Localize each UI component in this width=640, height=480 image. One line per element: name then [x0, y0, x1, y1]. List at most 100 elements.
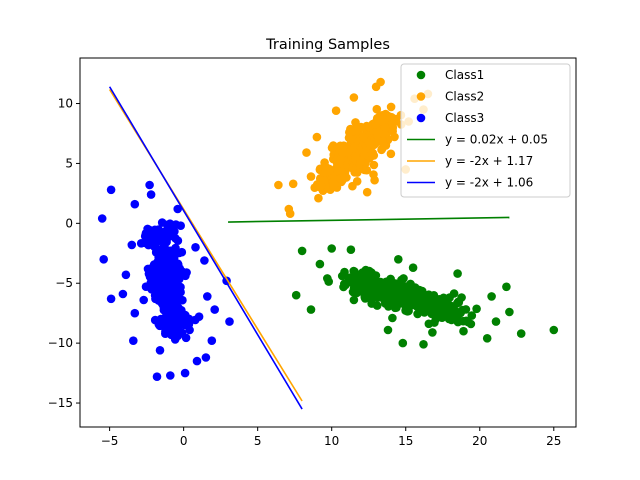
point-class1 — [383, 325, 393, 335]
line-1 — [228, 216, 510, 223]
point-class1 — [445, 293, 454, 302]
point-class1 — [442, 310, 452, 319]
point-class3 — [163, 296, 172, 306]
point-class1 — [346, 245, 356, 254]
point-class1 — [419, 340, 428, 349]
point-class1 — [467, 311, 477, 320]
legend-label: Class2 — [445, 90, 484, 104]
point-class2 — [327, 143, 337, 153]
point-class3 — [167, 307, 177, 317]
point-class3 — [106, 185, 116, 195]
point-class3 — [127, 240, 137, 250]
point-class1 — [453, 269, 462, 278]
point-class3 — [173, 204, 182, 214]
legend-label: Class1 — [445, 68, 484, 82]
point-class2 — [343, 148, 353, 157]
point-class2 — [352, 123, 361, 133]
point-class1 — [424, 319, 434, 329]
point-class1 — [482, 334, 492, 343]
point-class1 — [491, 317, 501, 326]
point-class3 — [121, 270, 131, 280]
point-class1 — [370, 280, 380, 290]
point-class1 — [398, 338, 408, 348]
point-class2 — [362, 187, 372, 197]
point-class3 — [129, 336, 138, 346]
point-class3 — [156, 247, 166, 256]
y-tick-label: 0 — [65, 216, 73, 230]
point-class2 — [380, 123, 390, 132]
point-class2 — [285, 209, 295, 218]
legend-label: y = -2x + 1.17 — [445, 154, 533, 168]
point-class3 — [162, 274, 172, 284]
point-class1 — [297, 246, 307, 256]
point-class3 — [162, 230, 171, 240]
point-class2 — [288, 179, 298, 189]
point-class3 — [172, 302, 181, 311]
point-class3 — [191, 243, 200, 252]
point-class1 — [340, 267, 349, 277]
point-class3 — [173, 248, 182, 257]
point-class2 — [312, 132, 322, 142]
point-class1 — [394, 283, 403, 293]
point-class2 — [349, 93, 359, 102]
point-class1 — [502, 282, 511, 292]
point-class3 — [146, 190, 156, 199]
point-class1 — [327, 244, 337, 253]
point-class1 — [306, 305, 316, 314]
point-class3 — [182, 268, 191, 277]
point-class1 — [388, 298, 398, 307]
point-class3 — [130, 308, 140, 318]
point-class1 — [340, 279, 349, 289]
point-class2 — [359, 132, 368, 142]
point-class3 — [157, 283, 167, 293]
point-class2 — [370, 175, 379, 185]
point-class3 — [167, 284, 177, 294]
point-class1 — [466, 319, 476, 329]
point-class2 — [314, 193, 323, 203]
legend-label: y = -2x + 1.06 — [445, 176, 533, 190]
point-class1 — [399, 274, 408, 283]
point-class2 — [274, 180, 283, 190]
x-axis-ticks: −5 0 5 10 15 20 25 — [101, 427, 561, 448]
point-class3 — [203, 292, 212, 301]
legend: Class1 Class2 Class3 y = 0.02x + 0.05 y = -2… — [400, 63, 571, 198]
point-class1 — [457, 293, 466, 302]
chart-title: Training Samples — [265, 37, 390, 53]
point-class3 — [145, 180, 154, 190]
legend-marker — [416, 92, 426, 101]
legend-label: Class3 — [445, 111, 484, 125]
point-class3 — [176, 221, 185, 230]
point-class1 — [361, 265, 371, 275]
point-class1 — [403, 307, 412, 316]
point-class1 — [472, 304, 481, 314]
point-class1 — [394, 254, 403, 264]
x-tick-label: 10 — [324, 434, 339, 448]
point-class2 — [372, 114, 382, 123]
legend-label: y = 0.02x + 0.05 — [445, 133, 548, 147]
point-class3 — [163, 251, 172, 260]
point-class3 — [139, 295, 148, 305]
point-class1 — [505, 307, 514, 317]
legend-marker — [416, 70, 426, 80]
point-class1 — [459, 326, 468, 336]
point-class2 — [333, 166, 342, 175]
point-class3 — [166, 260, 175, 269]
point-class2 — [321, 167, 330, 177]
point-class3 — [194, 312, 204, 322]
point-class3 — [192, 356, 202, 366]
line-3 — [108, 86, 303, 410]
point-class3 — [157, 267, 166, 277]
legend-box — [400, 63, 571, 198]
point-class3 — [163, 220, 172, 230]
point-class1 — [372, 293, 382, 302]
point-class1 — [349, 274, 359, 283]
y-axis-ticks: −15 −10 −5 0 5 10 — [48, 97, 80, 410]
point-class1 — [291, 290, 301, 300]
y-tick-label: 5 — [65, 156, 73, 170]
point-class3 — [161, 312, 171, 322]
point-class1 — [367, 299, 377, 308]
point-class3 — [155, 346, 165, 355]
point-class1 — [461, 305, 471, 314]
x-tick-label: 25 — [546, 434, 561, 448]
